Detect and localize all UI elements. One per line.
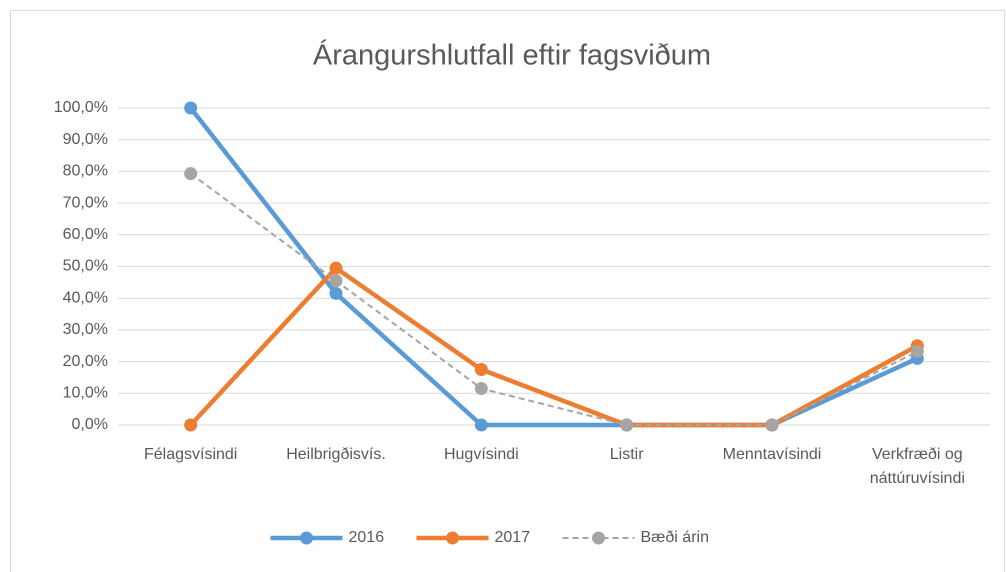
- series-line: [190, 172, 918, 426]
- data-point: [620, 418, 634, 432]
- data-point: [474, 363, 488, 377]
- data-point: [329, 286, 343, 300]
- x-tick-label: Hugvísindi: [444, 446, 519, 463]
- y-tick-label: 40,0%: [63, 289, 108, 306]
- y-tick-label: 20,0%: [63, 353, 108, 370]
- data-point: [329, 261, 343, 275]
- y-tick-label: 30,0%: [63, 321, 108, 338]
- x-tick-label: Verkfræði og náttúruvísindi: [870, 446, 965, 487]
- y-tick-label: 100,0%: [54, 99, 108, 116]
- data-point: [184, 101, 198, 115]
- chart-border: [10, 10, 1005, 572]
- data-point: [474, 418, 488, 432]
- y-tick-label: 0,0%: [72, 416, 108, 433]
- legend-label: Bæði árin: [641, 529, 709, 546]
- chart-title: Árangurshlutfall eftir fagsviðum: [313, 39, 711, 72]
- y-tick-label: 60,0%: [63, 226, 108, 243]
- data-point: [184, 167, 198, 181]
- data-point: [474, 382, 488, 396]
- y-tick-label: 10,0%: [63, 385, 108, 402]
- data-point: [910, 344, 924, 358]
- x-tick-label: Menntavísindi: [723, 446, 822, 463]
- y-tick-label: 90,0%: [63, 131, 108, 148]
- data-point: [184, 418, 198, 432]
- data-point: [329, 274, 343, 288]
- x-tick-label: Listir: [610, 446, 644, 463]
- legend-marker: [300, 531, 313, 545]
- x-tick-label: Heilbrigðisvís.: [286, 446, 386, 463]
- legend-marker: [446, 531, 459, 545]
- y-tick-label: 70,0%: [63, 194, 108, 211]
- legend-label: 2017: [495, 529, 531, 546]
- x-tick-label: Félagsvísindi: [144, 446, 237, 463]
- y-tick-label: 80,0%: [63, 163, 108, 180]
- data-point: [765, 418, 779, 432]
- legend-label: 2016: [349, 529, 385, 546]
- y-tick-label: 50,0%: [63, 258, 108, 275]
- legend-marker: [592, 531, 605, 545]
